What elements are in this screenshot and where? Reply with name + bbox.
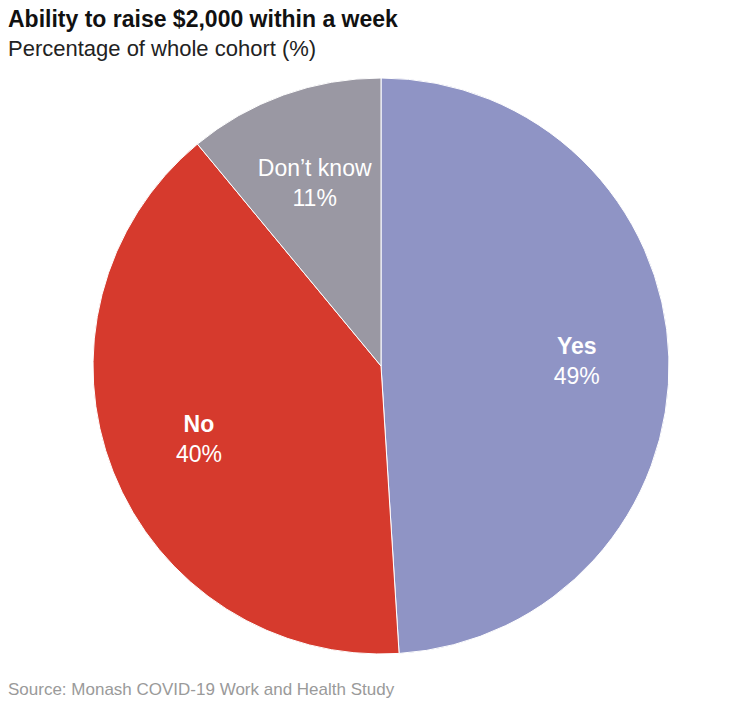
chart: Ability to raise $2,000 within a week Per… (0, 0, 754, 707)
data-label: 11% (292, 185, 336, 211)
slice-label: No (184, 411, 215, 437)
slice (197, 78, 381, 366)
slice (381, 78, 669, 653)
title: Ability to raise $2,000 within a week (8, 6, 398, 32)
data-label: 40% (176, 441, 222, 467)
slice-label: Don’t know (258, 155, 372, 181)
slice-label: Yes (557, 333, 597, 359)
pie (93, 78, 669, 654)
labels: Yes 49% No 40% Don’t know 11% (176, 155, 600, 467)
source: Source: Monash COVID-19 Work and Health … (8, 680, 395, 699)
subtitle: Percentage of whole cohort (%) (8, 36, 316, 61)
data-label: 49% (554, 363, 600, 389)
